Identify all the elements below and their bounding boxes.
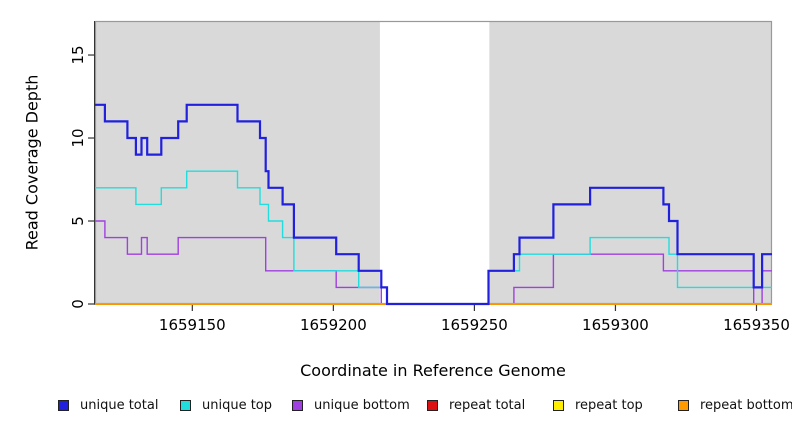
x-tick-label: 1659150 (158, 316, 226, 334)
legend-swatch (678, 400, 689, 411)
y-tick-label: 5 (69, 216, 87, 226)
y-tick-label: 10 (69, 128, 87, 148)
legend-label: repeat total (449, 398, 526, 413)
legend-item-repeat-top: repeat top (553, 398, 643, 413)
legend-item-unique-total: unique total (58, 398, 158, 413)
legend-label: unique bottom (314, 398, 410, 413)
legend-swatch (292, 400, 303, 411)
x-tick-label: 1659200 (299, 316, 367, 334)
x-tick-label: 1659300 (582, 316, 649, 334)
chart-legend: unique total unique top unique bottom re… (0, 398, 792, 422)
legend-item-repeat-bottom: repeat bottom (678, 398, 792, 413)
legend-item-unique-bottom: unique bottom (292, 398, 410, 413)
legend-swatch (180, 400, 191, 411)
y-tick-label: 15 (69, 45, 87, 65)
legend-label: repeat bottom (700, 398, 792, 413)
x-tick-label: 1659250 (440, 316, 508, 334)
legend-swatch (427, 400, 438, 411)
legend-label: unique top (202, 398, 273, 413)
legend-item-repeat-total: repeat total (427, 398, 525, 413)
legend-label: unique total (80, 398, 159, 413)
y-tick-label: 0 (69, 299, 87, 309)
legend-label: repeat top (575, 398, 643, 413)
legend-swatch (58, 400, 69, 411)
x-tick-label: 1659350 (723, 316, 790, 334)
legend-item-unique-top: unique top (180, 398, 272, 413)
y-axis-title: Read Coverage Depth (22, 74, 42, 251)
legend-swatch (553, 400, 564, 411)
x-axis-title: Coordinate in Reference Genome (300, 361, 566, 380)
